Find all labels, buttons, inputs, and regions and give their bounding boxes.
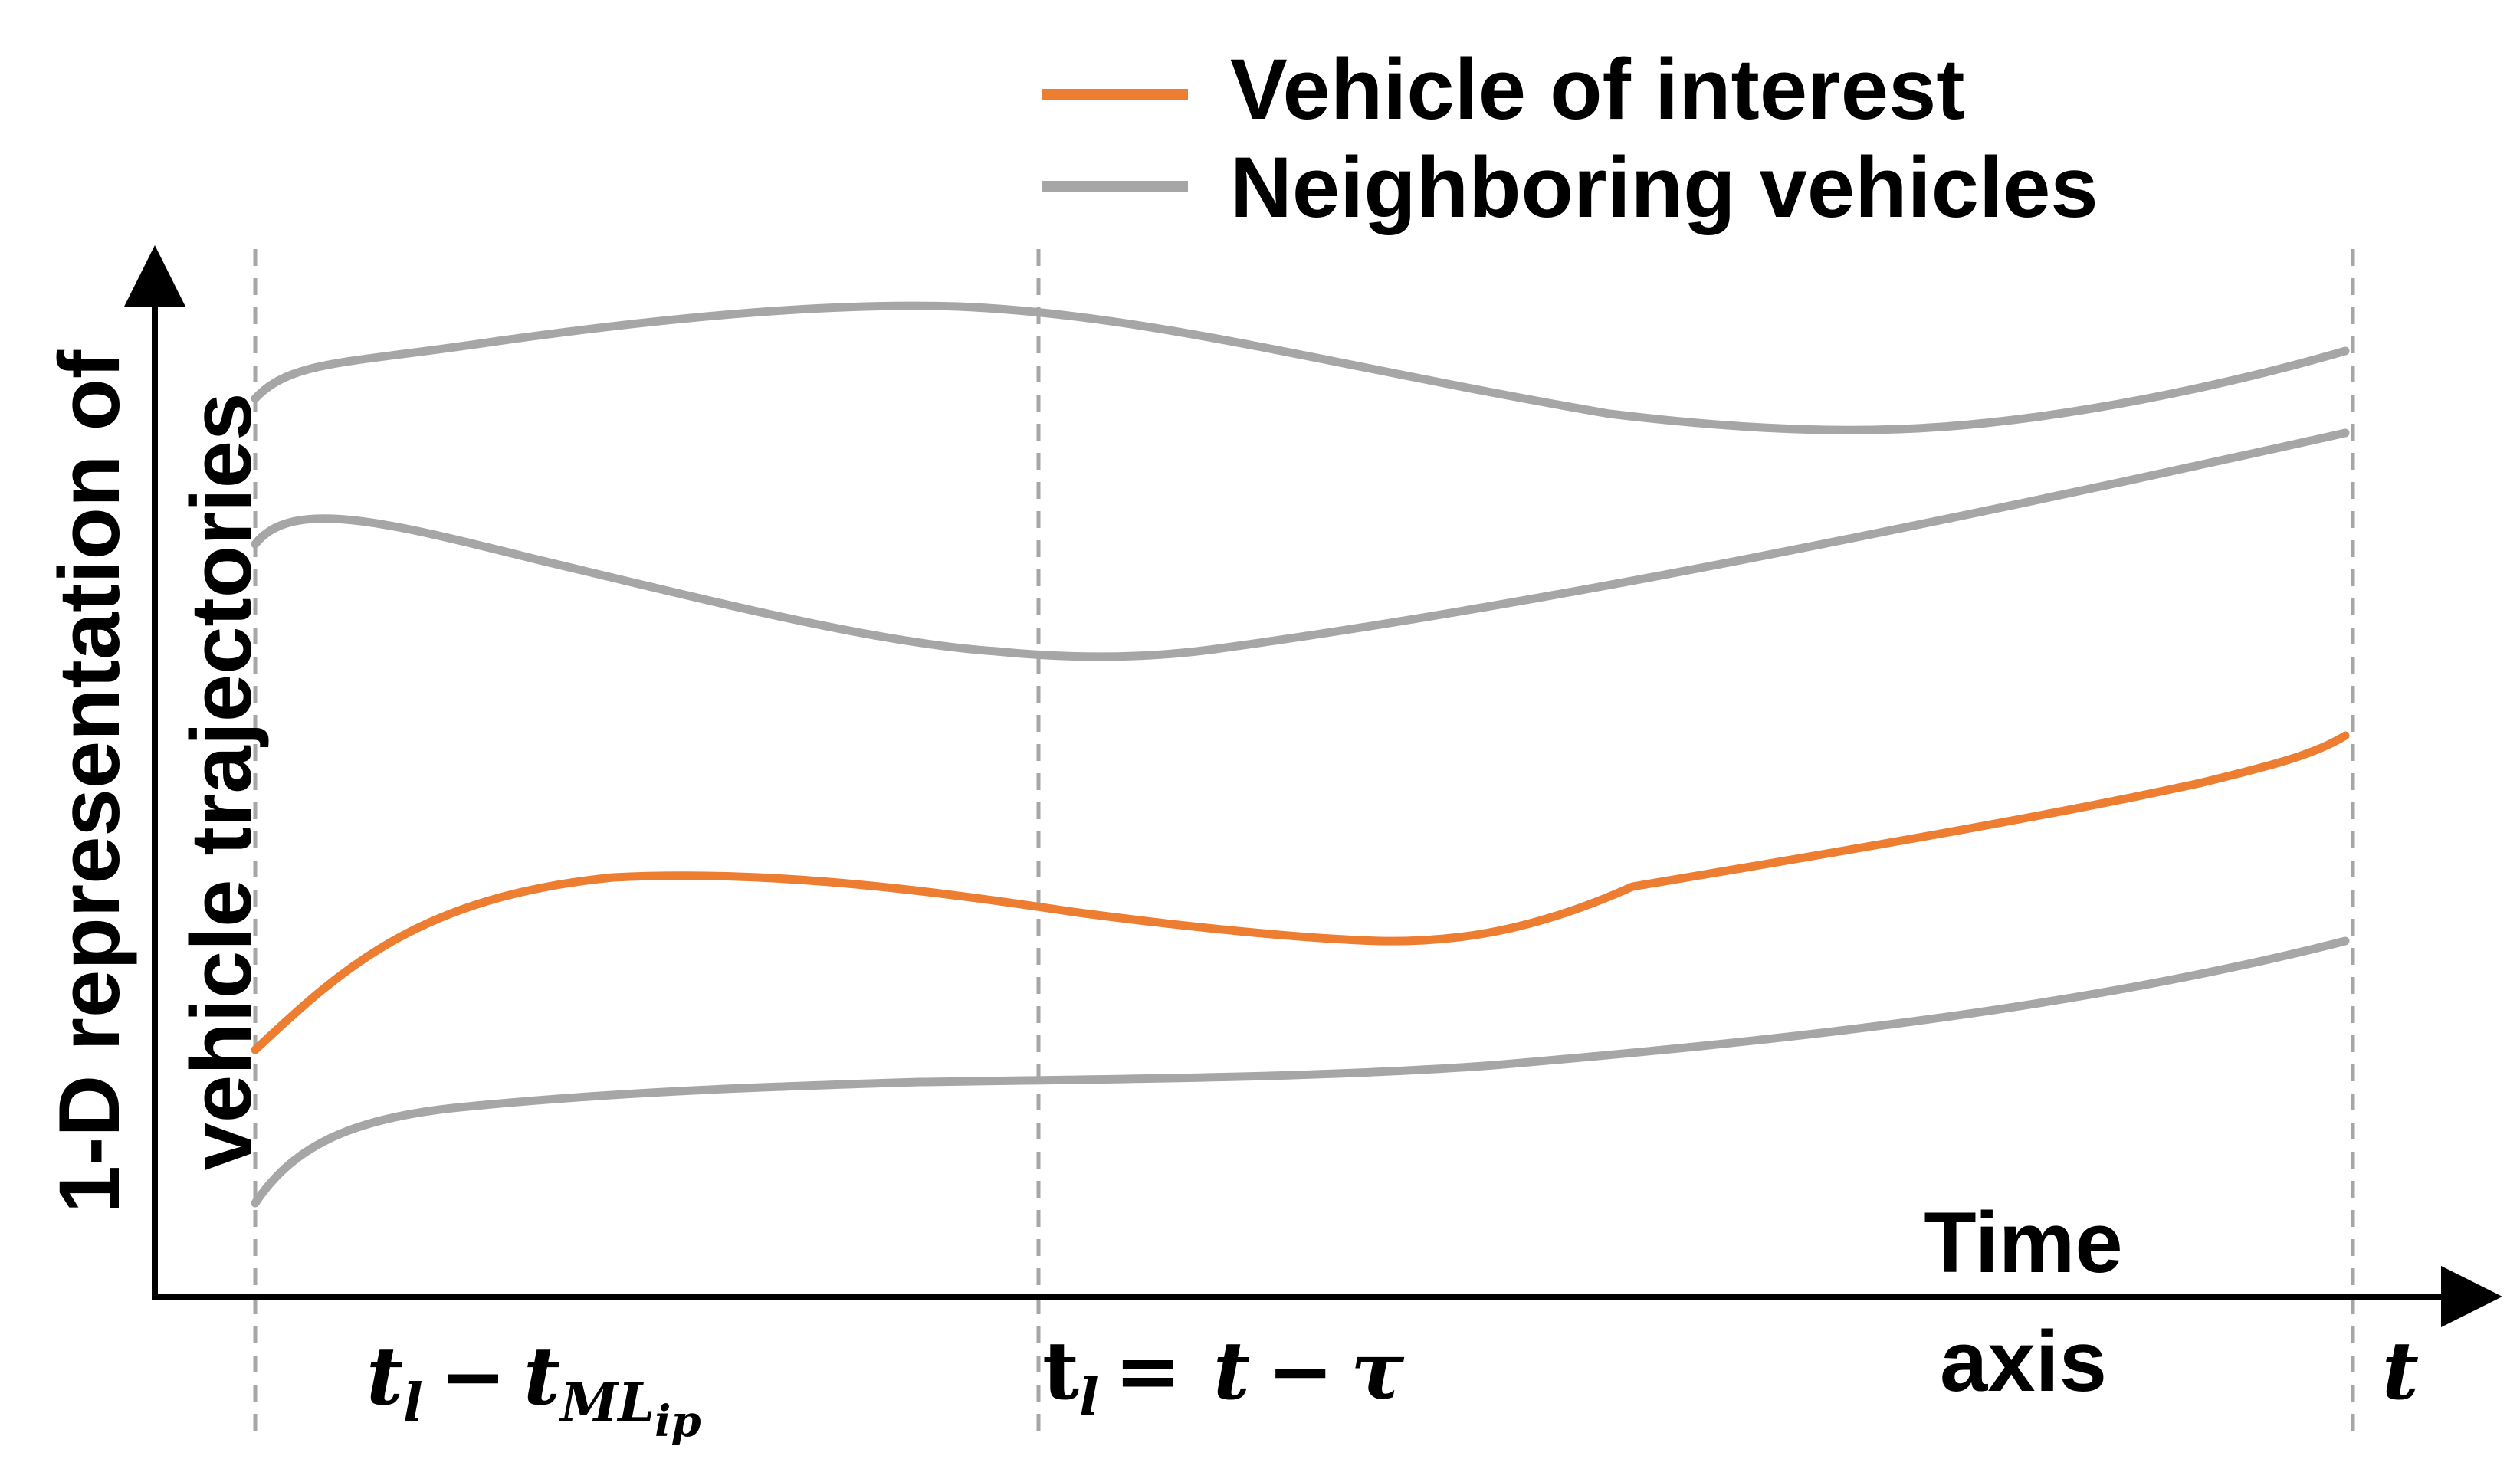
marker-start-second: t bbox=[523, 1329, 560, 1423]
neighbor-trajectory-2 bbox=[251, 428, 2350, 661]
guide-lines bbox=[253, 249, 2355, 1433]
marker-mid-tau: τ bbox=[1350, 1323, 1405, 1418]
neighbor-trajectory-3 bbox=[251, 936, 2350, 1208]
neighbor-trajectory-1 bbox=[251, 301, 2350, 434]
legend-label-neighbor: Neighboring vehicles bbox=[1230, 139, 2098, 235]
marker-mid-base-sub: l bbox=[1079, 1367, 1099, 1428]
marker-start-minus: − bbox=[440, 1329, 507, 1423]
axes bbox=[124, 245, 2502, 1327]
y-axis-label-line2: vehicle trajectories bbox=[173, 393, 269, 1171]
marker-start-second-subsub: ip bbox=[655, 1396, 701, 1447]
marker-mid-t: t bbox=[1213, 1323, 1250, 1418]
marker-start-label: tl − tMLip bbox=[366, 1329, 701, 1447]
y-axis-label: 1-D representation of vehicle trajectori… bbox=[41, 349, 269, 1213]
marker-start-base-sub: l bbox=[403, 1372, 423, 1434]
legend-label-interest: Vehicle of interest bbox=[1230, 41, 1965, 137]
y-axis-label-line1: 1-D representation of bbox=[41, 349, 137, 1213]
x-axis-symbol: t bbox=[2382, 1323, 2419, 1418]
marker-start-second-sub: ML bbox=[559, 1372, 655, 1434]
marker-mid-minus: − bbox=[1267, 1323, 1334, 1418]
legend: Vehicle of interest Neighboring vehicles bbox=[1042, 41, 2098, 235]
marker-mid-label: tl = t − τ bbox=[1042, 1323, 1405, 1428]
trajectories bbox=[251, 301, 2350, 1208]
marker-mid-base: t bbox=[1042, 1323, 1079, 1418]
marker-mid-equals: = bbox=[1114, 1323, 1181, 1418]
interest-trajectory bbox=[251, 731, 2350, 1054]
x-axis-label-line2: axis bbox=[1940, 1313, 2107, 1409]
marker-start-base: t bbox=[366, 1329, 403, 1423]
x-axis-label-line1: Time bbox=[1924, 1195, 2122, 1290]
